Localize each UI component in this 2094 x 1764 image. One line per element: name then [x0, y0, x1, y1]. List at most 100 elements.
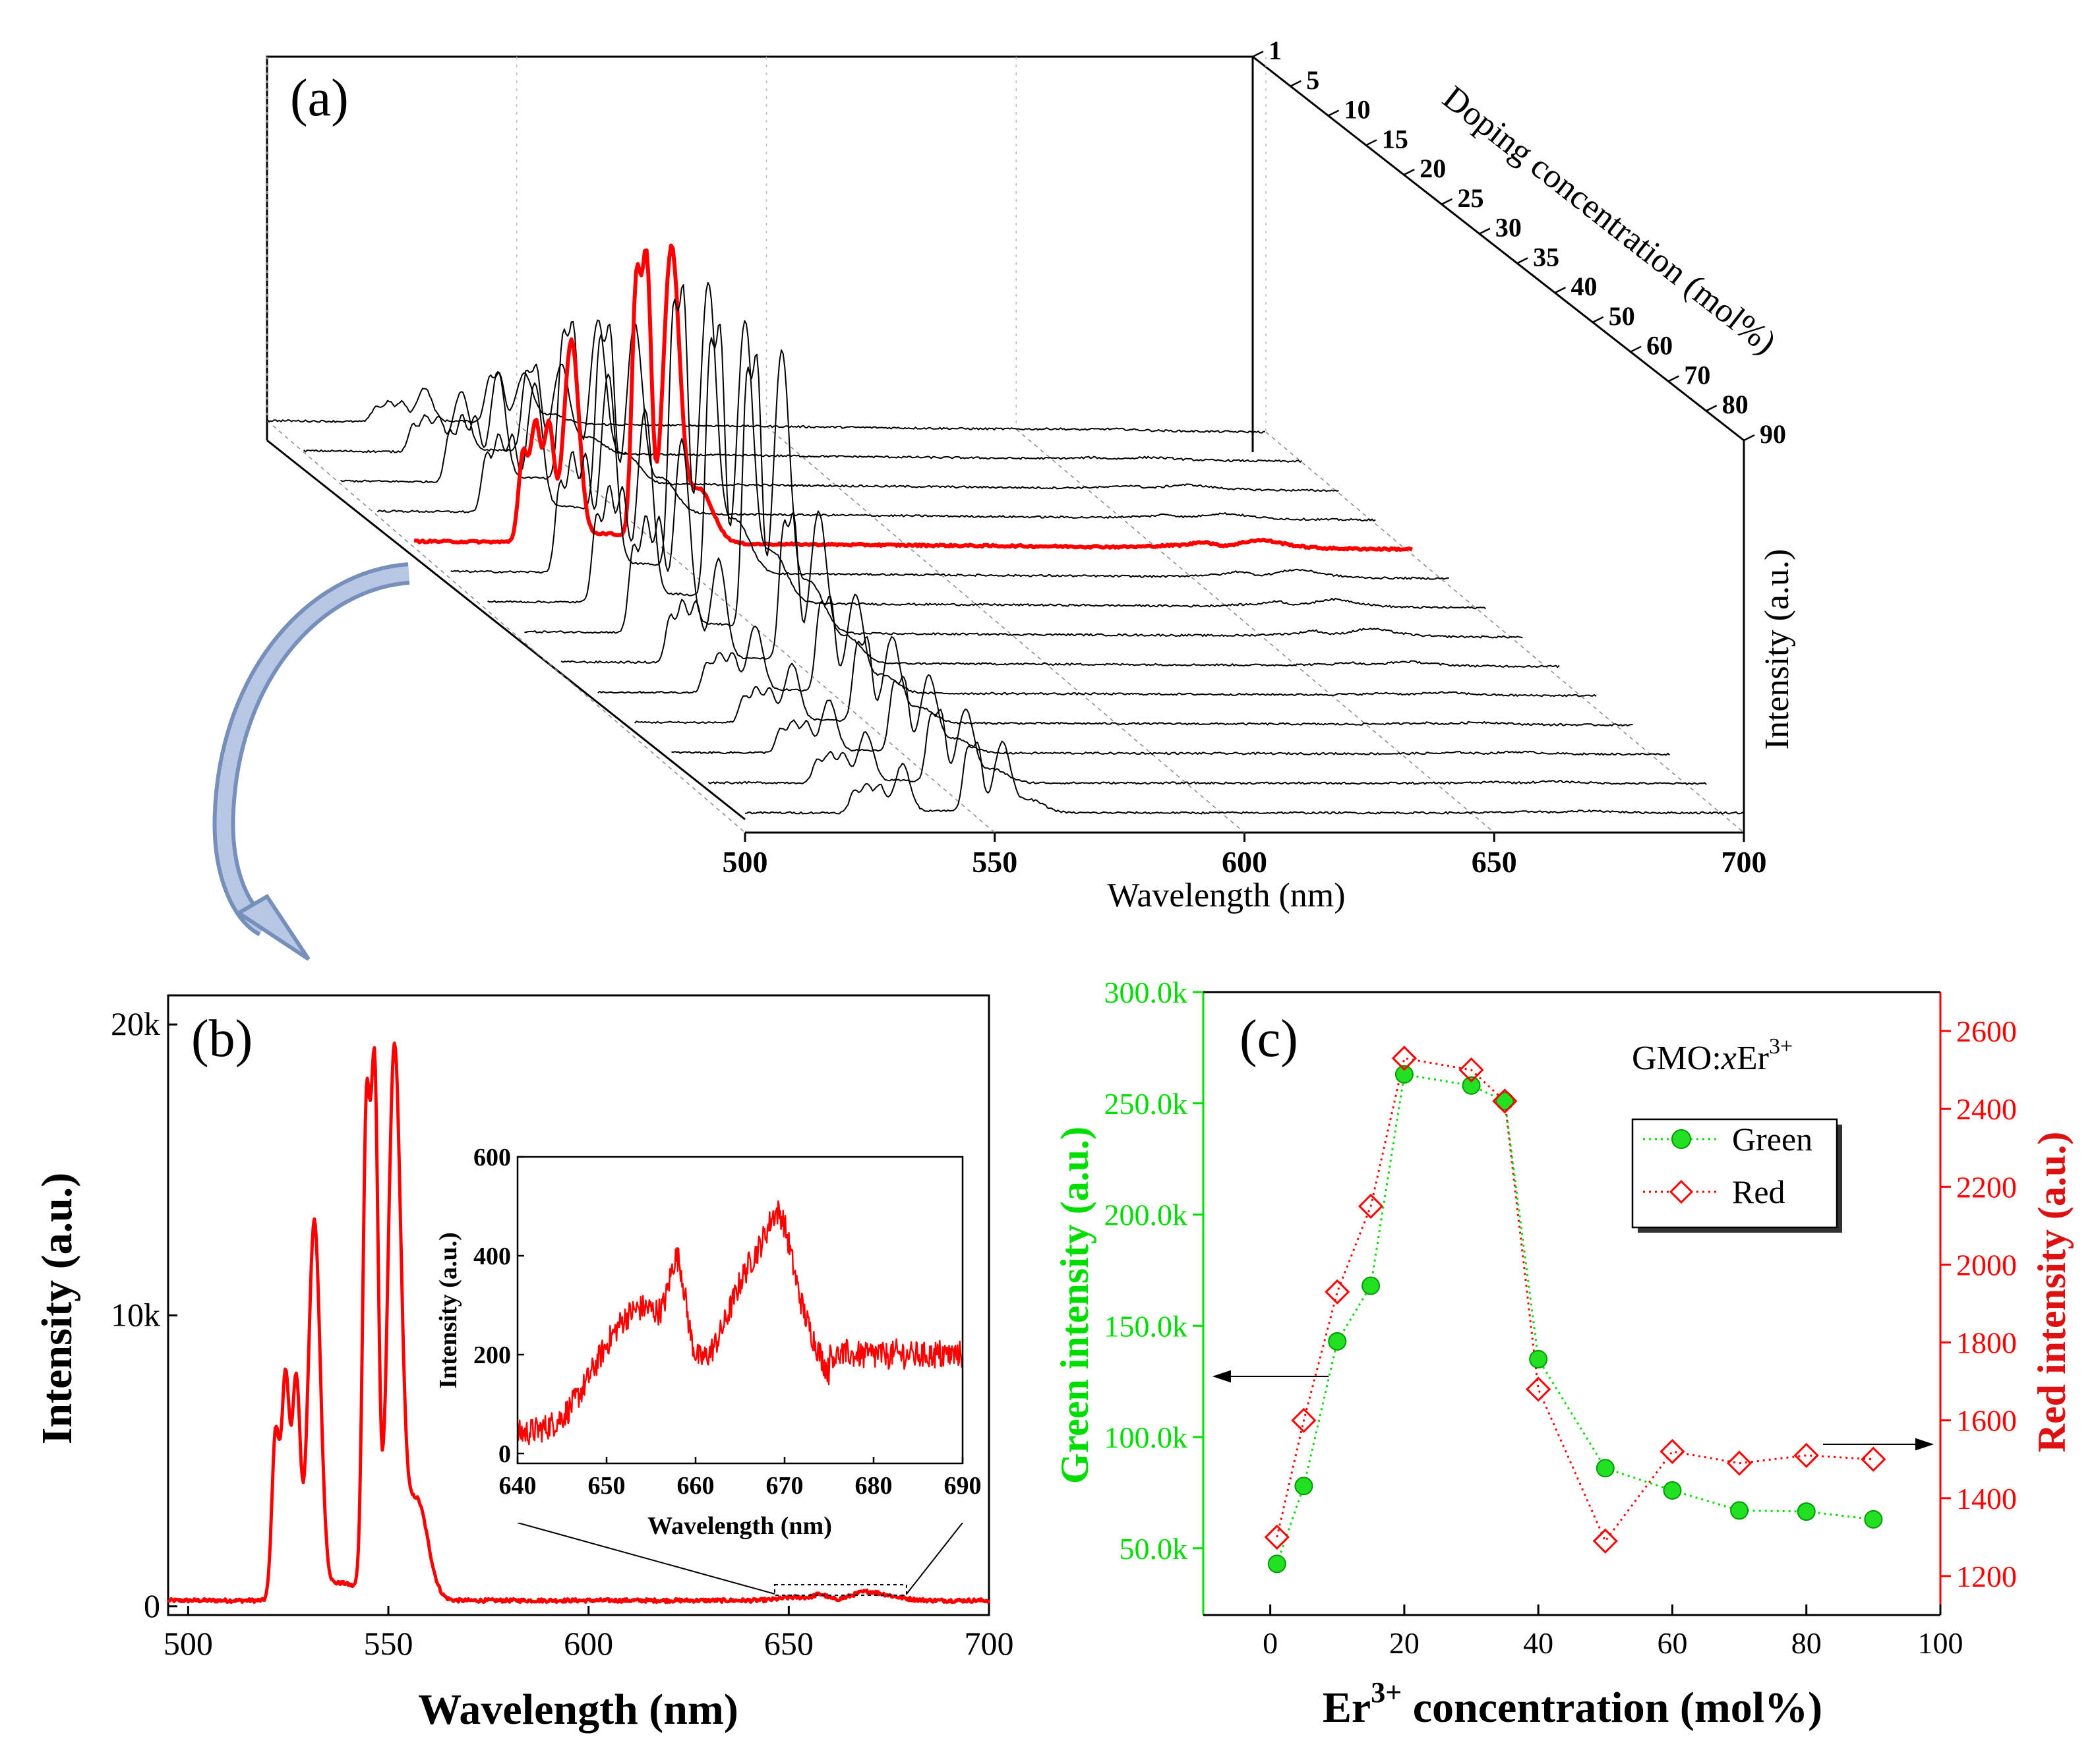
doping-tick-label: 20	[1420, 154, 1446, 183]
panel-b-y-ticks: 0 10k 20k	[111, 1005, 177, 1624]
panel-c-left-axis-arrow	[1212, 1370, 1329, 1383]
spectrum	[560, 510, 1560, 668]
doping-tick	[1290, 80, 1301, 87]
doping-tick-label: 15	[1382, 124, 1408, 154]
panel-b-inset-x-axis-label: Wavelength (nm)	[647, 1512, 832, 1540]
spectrum	[266, 372, 1265, 434]
spectrum	[524, 349, 1523, 639]
doping-tick-label: 35	[1533, 242, 1559, 272]
panel-c-right-axis-arrow	[1823, 1438, 1934, 1451]
y-tick-label: 10k	[111, 1296, 160, 1333]
green-point	[1864, 1510, 1883, 1529]
panel-c-legend: Green Red	[1631, 1118, 1842, 1233]
x-tick-label: 650	[1472, 845, 1517, 879]
red-point	[1793, 1442, 1819, 1468]
panel-c-label: (c)	[1240, 1010, 1298, 1068]
doping-tick-label: 5	[1306, 65, 1319, 95]
panel-c-x-ticks: 0 20 40 60 80 100	[1263, 1604, 1963, 1660]
panel-c-right-axis-label: Red intensity (a.u.)	[2030, 1132, 2074, 1453]
green-point	[1797, 1502, 1816, 1521]
panel-b-spectrum-line	[167, 1042, 991, 1604]
green-point	[1294, 1477, 1313, 1496]
right-tick-label: 2600	[1956, 1014, 2017, 1048]
green-point	[1462, 1076, 1481, 1095]
green-point	[1495, 1092, 1514, 1111]
legend-green-marker	[1671, 1129, 1691, 1149]
green-point	[1663, 1481, 1682, 1500]
right-tick-label: 1200	[1956, 1560, 2017, 1593]
inset-x-tick-label: 680	[855, 1472, 893, 1500]
doping-tick	[1592, 316, 1604, 324]
left-tick-label: 50.0k	[1120, 1532, 1188, 1566]
green-point	[1361, 1276, 1381, 1295]
right-tick-label: 2400	[1956, 1092, 2017, 1126]
red-point	[1660, 1438, 1685, 1465]
panel-b-inset-x-ticks: 640 650 660 670 680 690	[499, 1457, 982, 1500]
inset-x-tick-label: 670	[766, 1472, 804, 1500]
green-point	[1730, 1501, 1749, 1520]
doping-tick-label: 70	[1684, 360, 1710, 390]
doping-tick	[1479, 227, 1491, 235]
spectrum	[340, 319, 1339, 492]
connector-arrowhead	[235, 893, 311, 961]
doping-tick-label: 25	[1458, 183, 1484, 213]
panel-b-inset: 640 650 660 670 680 690 0 200 400 600 Wavelength…	[434, 1144, 982, 1540]
red-point	[1291, 1407, 1317, 1433]
red-point	[1325, 1279, 1350, 1305]
right-tick-label: 1400	[1956, 1482, 2017, 1515]
green-point	[1529, 1349, 1548, 1368]
legend-red-label: Red	[1732, 1173, 1785, 1210]
panel-c-annotation: GMO:xEr3+	[1632, 1034, 1793, 1077]
spectrum-highlighted	[413, 243, 1414, 552]
green-point	[1596, 1459, 1615, 1478]
floor-gridline	[766, 426, 1245, 833]
spectrum	[487, 320, 1487, 610]
floor-gridline	[1015, 428, 1495, 833]
x-tick-label: 100	[1918, 1626, 1963, 1660]
spectrum	[707, 708, 1707, 785]
panel-a-spectra	[266, 243, 1744, 815]
right-tick-label: 1600	[1956, 1404, 2017, 1438]
spectrum	[634, 636, 1633, 727]
x-tick-label: 700	[965, 1625, 1014, 1662]
panel-b-inset-background	[518, 1157, 963, 1523]
connector-arrow	[212, 562, 410, 961]
left-tick-label: 250.0k	[1104, 1087, 1188, 1121]
x-tick-label: 550	[972, 845, 1017, 879]
red-point	[1458, 1057, 1484, 1083]
x-tick-label: 40	[1523, 1626, 1553, 1660]
inset-y-tick-label: 400	[473, 1243, 511, 1270]
panel-b-zoom-guide-left	[517, 1522, 775, 1595]
panel-c-left-axis-label: Green intensity (a.u.)	[1053, 1127, 1096, 1484]
spectrum	[597, 593, 1597, 697]
panel-c-left-ticks: 50.0k 100.0k 150.0k 200.0k 250.0k 300.0k	[1104, 976, 1203, 1566]
panel-a-label: (a)	[290, 69, 349, 127]
x-tick-label: 500	[723, 845, 768, 879]
doping-tick	[1706, 405, 1718, 412]
panel-c-series-lines	[1276, 1057, 1874, 1564]
doping-tick-label: 80	[1722, 390, 1749, 419]
doping-tick-label: 1	[1269, 36, 1282, 65]
doping-tick	[1403, 168, 1415, 176]
green-point	[1267, 1554, 1286, 1573]
doping-tick	[1328, 109, 1340, 117]
legend-red-marker	[1669, 1179, 1694, 1204]
red-point	[1526, 1376, 1551, 1402]
x-tick-label: 600	[1222, 845, 1267, 879]
doping-tick-label: 10	[1344, 95, 1371, 125]
doping-tick-label: 30	[1495, 213, 1522, 243]
panel-a-doping-ticks: 15 10 15 20 25 30 35 40 50 60 70 80 90	[1252, 36, 1786, 449]
panel-c-right-ticks: 1200 1400 1600 1800 2000 2200 2400 2600	[1940, 1014, 2017, 1593]
panel-c-series-points	[1264, 1045, 1886, 1573]
panel-b-inset-y-axis-label: Intensity (a.u.)	[434, 1232, 462, 1389]
floor-gridline	[516, 423, 996, 833]
x-tick-label: 650	[764, 1625, 814, 1662]
panel-a-gridlines	[266, 57, 1745, 833]
doping-tick	[1252, 50, 1264, 58]
doping-tick	[1441, 198, 1453, 205]
red-point	[1492, 1088, 1518, 1114]
floor-gridline	[266, 420, 746, 833]
red-point	[1391, 1045, 1418, 1071]
floor-gridline	[1265, 431, 1745, 833]
